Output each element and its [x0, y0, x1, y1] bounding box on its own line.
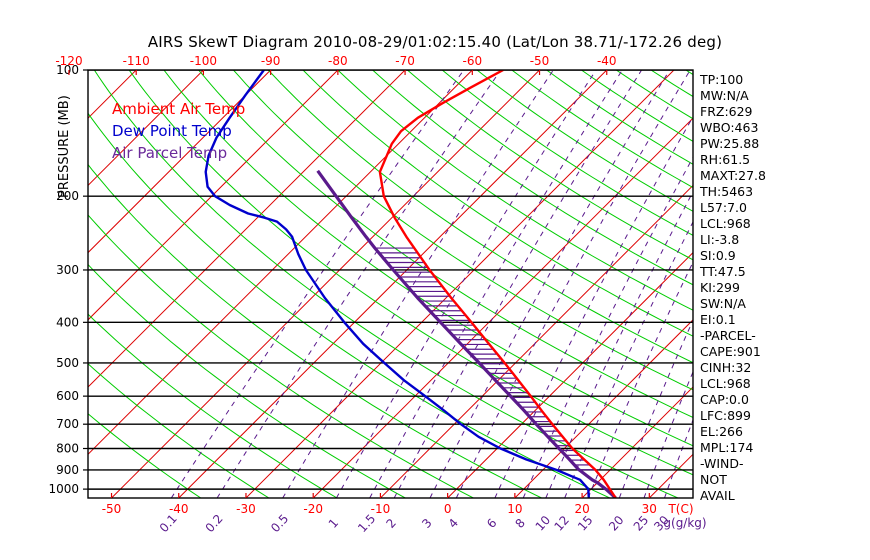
mixing-ratio-tick-label: 1 — [326, 516, 342, 531]
bottom-temp-tick-label: 10 — [507, 502, 522, 516]
top-temp-tick-label: -80 — [328, 54, 348, 68]
parameter-item: LI:-3.8 — [700, 232, 740, 247]
page-title: AIRS SkewT Diagram 2010-08-29/01:02:15.4… — [147, 33, 723, 51]
parameter-item: CAPE:901 — [700, 344, 761, 359]
mixing-ratio-tick-label: 2 — [383, 516, 399, 531]
bottom-temp-tick-label: 20 — [574, 502, 589, 516]
mixing-ratio-tick-label: 3 — [419, 516, 435, 531]
parameter-item: PW:25.88 — [700, 136, 760, 151]
top-temp-tick-label: -120 — [55, 54, 82, 68]
parameter-item: -WIND- — [700, 456, 744, 471]
pressure-tick-label: 200 — [56, 189, 79, 203]
legend-ambient: Ambient Air Temp — [112, 100, 246, 118]
parameter-item: -PARCEL- — [700, 328, 756, 343]
parameter-item: LCL:968 — [700, 216, 751, 231]
parameter-item: SW:N/A — [700, 296, 746, 311]
pressure-tick-label: 900 — [56, 463, 79, 477]
mixing-ratio-tick-label: 0.2 — [203, 512, 226, 536]
legend-dewpoint: Dew Point Temp — [112, 122, 232, 140]
parameter-item: SI:0.9 — [700, 248, 736, 263]
pressure-tick-label: 800 — [56, 442, 79, 456]
parameter-item: L57:7.0 — [700, 200, 747, 215]
parameter-panel: TP:100 MW:N/A FRZ:629 WBO:463 PW:25.88 RH:61.… — [700, 72, 865, 504]
parameter-item: CINH:32 — [700, 360, 752, 375]
parameter-item: LCL:968 — [700, 376, 751, 391]
bottom-temp-tick-label: -40 — [169, 502, 189, 516]
parameter-item: AVAIL — [700, 488, 735, 503]
mixing-ratio-tick-label: 8 — [512, 516, 528, 531]
mixing-ratio-tick-label: 0.5 — [268, 512, 291, 536]
mixing-ratio-axis-label: g(g/kg) — [663, 516, 706, 530]
mixing-ratio-tick-label: 6 — [484, 516, 500, 531]
parameter-item: MW:N/A — [700, 88, 749, 103]
bottom-temp-tick-label: 0 — [444, 502, 452, 516]
pressure-tick-label: 700 — [56, 417, 79, 431]
parameter-item: MPL:174 — [700, 440, 754, 455]
pressure-tick-label: 600 — [56, 389, 79, 403]
pressure-tick-label: 300 — [56, 263, 79, 277]
top-temp-tick-label: -110 — [123, 54, 150, 68]
parameter-item: CAP:0.0 — [700, 392, 749, 407]
temp-axis-label: T(C) — [667, 502, 693, 516]
parameter-item: EI:0.1 — [700, 312, 736, 327]
mixing-ratio-tick-label: 4 — [446, 516, 462, 531]
parameter-item: TP:100 — [700, 72, 744, 87]
pressure-tick-label: 1000 — [48, 482, 79, 496]
pressure-tick-label: 400 — [56, 315, 79, 329]
top-temp-tick-label: -40 — [597, 54, 617, 68]
parameter-item: KI:299 — [700, 280, 740, 295]
parameter-item: WBO:463 — [700, 120, 759, 135]
parameter-item: TH:5463 — [700, 184, 754, 199]
bottom-temp-tick-label: -10 — [371, 502, 391, 516]
pressure-tick-label: 100 — [56, 63, 79, 77]
parameter-item: TT:47.5 — [700, 264, 746, 279]
pressure-tick-label: 500 — [56, 356, 79, 370]
mixing-ratio-tick-label: 15 — [575, 513, 596, 534]
top-temp-tick-label: -100 — [190, 54, 217, 68]
parameter-item: EL:266 — [700, 424, 743, 439]
bottom-temp-tick-label: 30 — [642, 502, 657, 516]
mixing-ratio-tick-label: 10 — [533, 513, 554, 534]
top-temp-tick-label: -70 — [395, 54, 415, 68]
parameter-item: FRZ:629 — [700, 104, 753, 119]
top-temp-tick-label: -50 — [530, 54, 550, 68]
legend-parcel: Air Parcel Temp — [112, 144, 228, 162]
bottom-temp-tick-label: -50 — [102, 502, 122, 516]
parameter-item: LFC:899 — [700, 408, 751, 423]
mixing-ratio-tick-label: 20 — [606, 513, 627, 534]
top-temp-tick-label: -60 — [463, 54, 483, 68]
bottom-temp-tick-label: -30 — [236, 502, 256, 516]
bottom-temp-tick-label: -20 — [303, 502, 323, 516]
mixing-ratio-tick-label: 12 — [551, 513, 572, 534]
mixing-ratio-tick-label: 25 — [631, 513, 652, 534]
top-temp-tick-label: -90 — [261, 54, 281, 68]
parameter-item: MAXT:27.8 — [700, 168, 766, 183]
parameter-item: NOT — [700, 472, 727, 487]
parameter-item: RH:61.5 — [700, 152, 751, 167]
